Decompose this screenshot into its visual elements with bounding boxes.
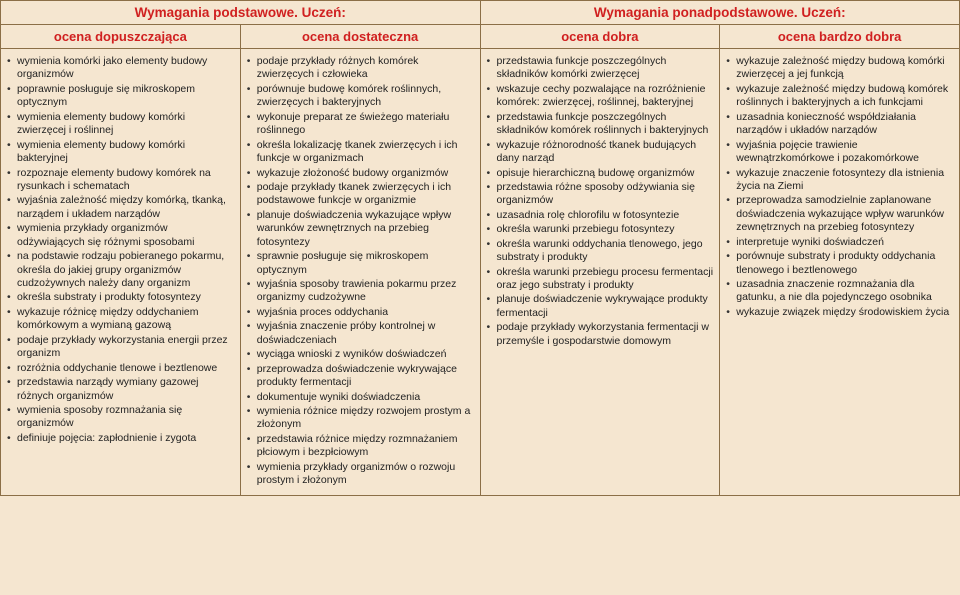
list-c1: wymienia komórki jako elementy budowy or… bbox=[5, 55, 236, 445]
list-item: wyjaśnia zależność między komórką, tkank… bbox=[5, 194, 236, 221]
list-item: przedstawia funkcje poszczególnych skład… bbox=[485, 55, 716, 82]
list-item: podaje przykłady wykorzystania energii p… bbox=[5, 334, 236, 361]
cell-c2: podaje przykłady różnych komórek zwierzę… bbox=[240, 49, 480, 496]
list-item: rozpoznaje elementy budowy komórek na ry… bbox=[5, 167, 236, 194]
list-item: poprawnie posługuje się mikroskopem opty… bbox=[5, 83, 236, 110]
list-item: wykazuje zależność między budową komórek… bbox=[724, 83, 955, 110]
list-item: przedstawia różne sposoby odżywiania się… bbox=[485, 181, 716, 208]
list-item: przeprowadza doświadczenie wykrywające p… bbox=[245, 363, 476, 390]
grade-dostateczna: ocena dostateczna bbox=[240, 25, 480, 49]
list-item: dokumentuje wyniki doświadczenia bbox=[245, 391, 476, 404]
list-item: uzasadnia znaczenie rozmnażania dla gatu… bbox=[724, 278, 955, 305]
list-item: przedstawia narządy wymiany gazowej różn… bbox=[5, 376, 236, 403]
list-item: wykazuje zależność między budową komórki… bbox=[724, 55, 955, 82]
list-item: wymienia przykłady organizmów odżywiając… bbox=[5, 222, 236, 249]
list-c3: przedstawia funkcje poszczególnych skład… bbox=[485, 55, 716, 348]
list-item: wyjaśnia pojęcie trawienie wewnątrzkomór… bbox=[724, 139, 955, 166]
list-item: wykazuje znaczenie fotosyntezy dla istni… bbox=[724, 167, 955, 194]
list-item: wyjaśnia proces oddychania bbox=[245, 306, 476, 319]
list-item: wymienia elementy budowy komórki zwierzę… bbox=[5, 111, 236, 138]
list-item: wykazuje złożoność budowy organizmów bbox=[245, 167, 476, 180]
list-item: przedstawia różnice między rozmnażaniem … bbox=[245, 433, 476, 460]
list-item: wykazuje różnorodność tkanek budujących … bbox=[485, 139, 716, 166]
list-item: wyjaśnia sposoby trawienia pokarmu przez… bbox=[245, 278, 476, 305]
list-item: wskazuje cechy pozwalające na rozróżnien… bbox=[485, 83, 716, 110]
content-row: wymienia komórki jako elementy budowy or… bbox=[1, 49, 960, 496]
header-advanced: Wymagania ponadpodstawowe. Uczeń: bbox=[480, 1, 960, 25]
grade-dopuszczajaca: ocena dopuszczająca bbox=[1, 25, 241, 49]
list-item: porównuje substraty i produkty oddychani… bbox=[724, 250, 955, 277]
list-item: określa lokalizację tkanek zwierzęcych i… bbox=[245, 139, 476, 166]
list-c4: wykazuje zależność między budową komórki… bbox=[724, 55, 955, 319]
list-item: na podstawie rodzaju pobieranego pokarmu… bbox=[5, 250, 236, 290]
list-item: uzasadnia konieczność współdziałania nar… bbox=[724, 111, 955, 138]
header-row-2: ocena dopuszczająca ocena dostateczna oc… bbox=[1, 25, 960, 49]
list-item: wymienia sposoby rozmnażania się organiz… bbox=[5, 404, 236, 431]
grade-bardzo-dobra: ocena bardzo dobra bbox=[720, 25, 960, 49]
grade-dobra: ocena dobra bbox=[480, 25, 720, 49]
list-item: wymienia przykłady organizmów o rozwoju … bbox=[245, 461, 476, 488]
list-item: określa substraty i produkty fotosyntezy bbox=[5, 291, 236, 304]
list-item: wyjaśnia znaczenie próby kontrolnej w do… bbox=[245, 320, 476, 347]
cell-c1: wymienia komórki jako elementy budowy or… bbox=[1, 49, 241, 496]
list-item: wykazuje różnicę między oddychaniem komó… bbox=[5, 306, 236, 333]
list-item: interpretuje wyniki doświadczeń bbox=[724, 236, 955, 249]
list-item: porównuje budowę komórek roślinnych, zwi… bbox=[245, 83, 476, 110]
list-item: opisuje hierarchiczną budowę organizmów bbox=[485, 167, 716, 180]
cell-c4: wykazuje zależność między budową komórki… bbox=[720, 49, 960, 496]
list-item: przedstawia funkcje poszczególnych skład… bbox=[485, 111, 716, 138]
list-item: rozróżnia oddychanie tlenowe i beztlenow… bbox=[5, 362, 236, 375]
list-item: określa warunki przebiegu fotosyntezy bbox=[485, 223, 716, 236]
header-row-1: Wymagania podstawowe. Uczeń: Wymagania p… bbox=[1, 1, 960, 25]
list-c2: podaje przykłady różnych komórek zwierzę… bbox=[245, 55, 476, 488]
list-item: wykonuje preparat ze świeżego materiału … bbox=[245, 111, 476, 138]
requirements-table: Wymagania podstawowe. Uczeń: Wymagania p… bbox=[0, 0, 960, 496]
list-item: definiuje pojęcia: zapłodnienie i zygota bbox=[5, 432, 236, 445]
list-item: podaje przykłady tkanek zwierzęcych i ic… bbox=[245, 181, 476, 208]
list-item: wykazuje związek między środowiskiem życ… bbox=[724, 306, 955, 319]
list-item: wymienia różnice między rozwojem prostym… bbox=[245, 405, 476, 432]
header-basic: Wymagania podstawowe. Uczeń: bbox=[1, 1, 481, 25]
list-item: określa warunki oddychania tlenowego, je… bbox=[485, 238, 716, 265]
list-item: podaje przykłady różnych komórek zwierzę… bbox=[245, 55, 476, 82]
list-item: planuje doświadczenia wykazujące wpływ w… bbox=[245, 209, 476, 249]
list-item: wyciąga wnioski z wyników doświadczeń bbox=[245, 348, 476, 361]
list-item: wymienia komórki jako elementy budowy or… bbox=[5, 55, 236, 82]
list-item: określa warunki przebiegu procesu fermen… bbox=[485, 266, 716, 293]
list-item: sprawnie posługuje się mikroskopem optyc… bbox=[245, 250, 476, 277]
cell-c3: przedstawia funkcje poszczególnych skład… bbox=[480, 49, 720, 496]
list-item: podaje przykłady wykorzystania fermentac… bbox=[485, 321, 716, 348]
list-item: planuje doświadczenie wykrywające produk… bbox=[485, 293, 716, 320]
list-item: przeprowadza samodzielnie zaplanowane do… bbox=[724, 194, 955, 234]
list-item: wymienia elementy budowy komórki baktery… bbox=[5, 139, 236, 166]
list-item: uzasadnia rolę chlorofilu w fotosyntezie bbox=[485, 209, 716, 222]
